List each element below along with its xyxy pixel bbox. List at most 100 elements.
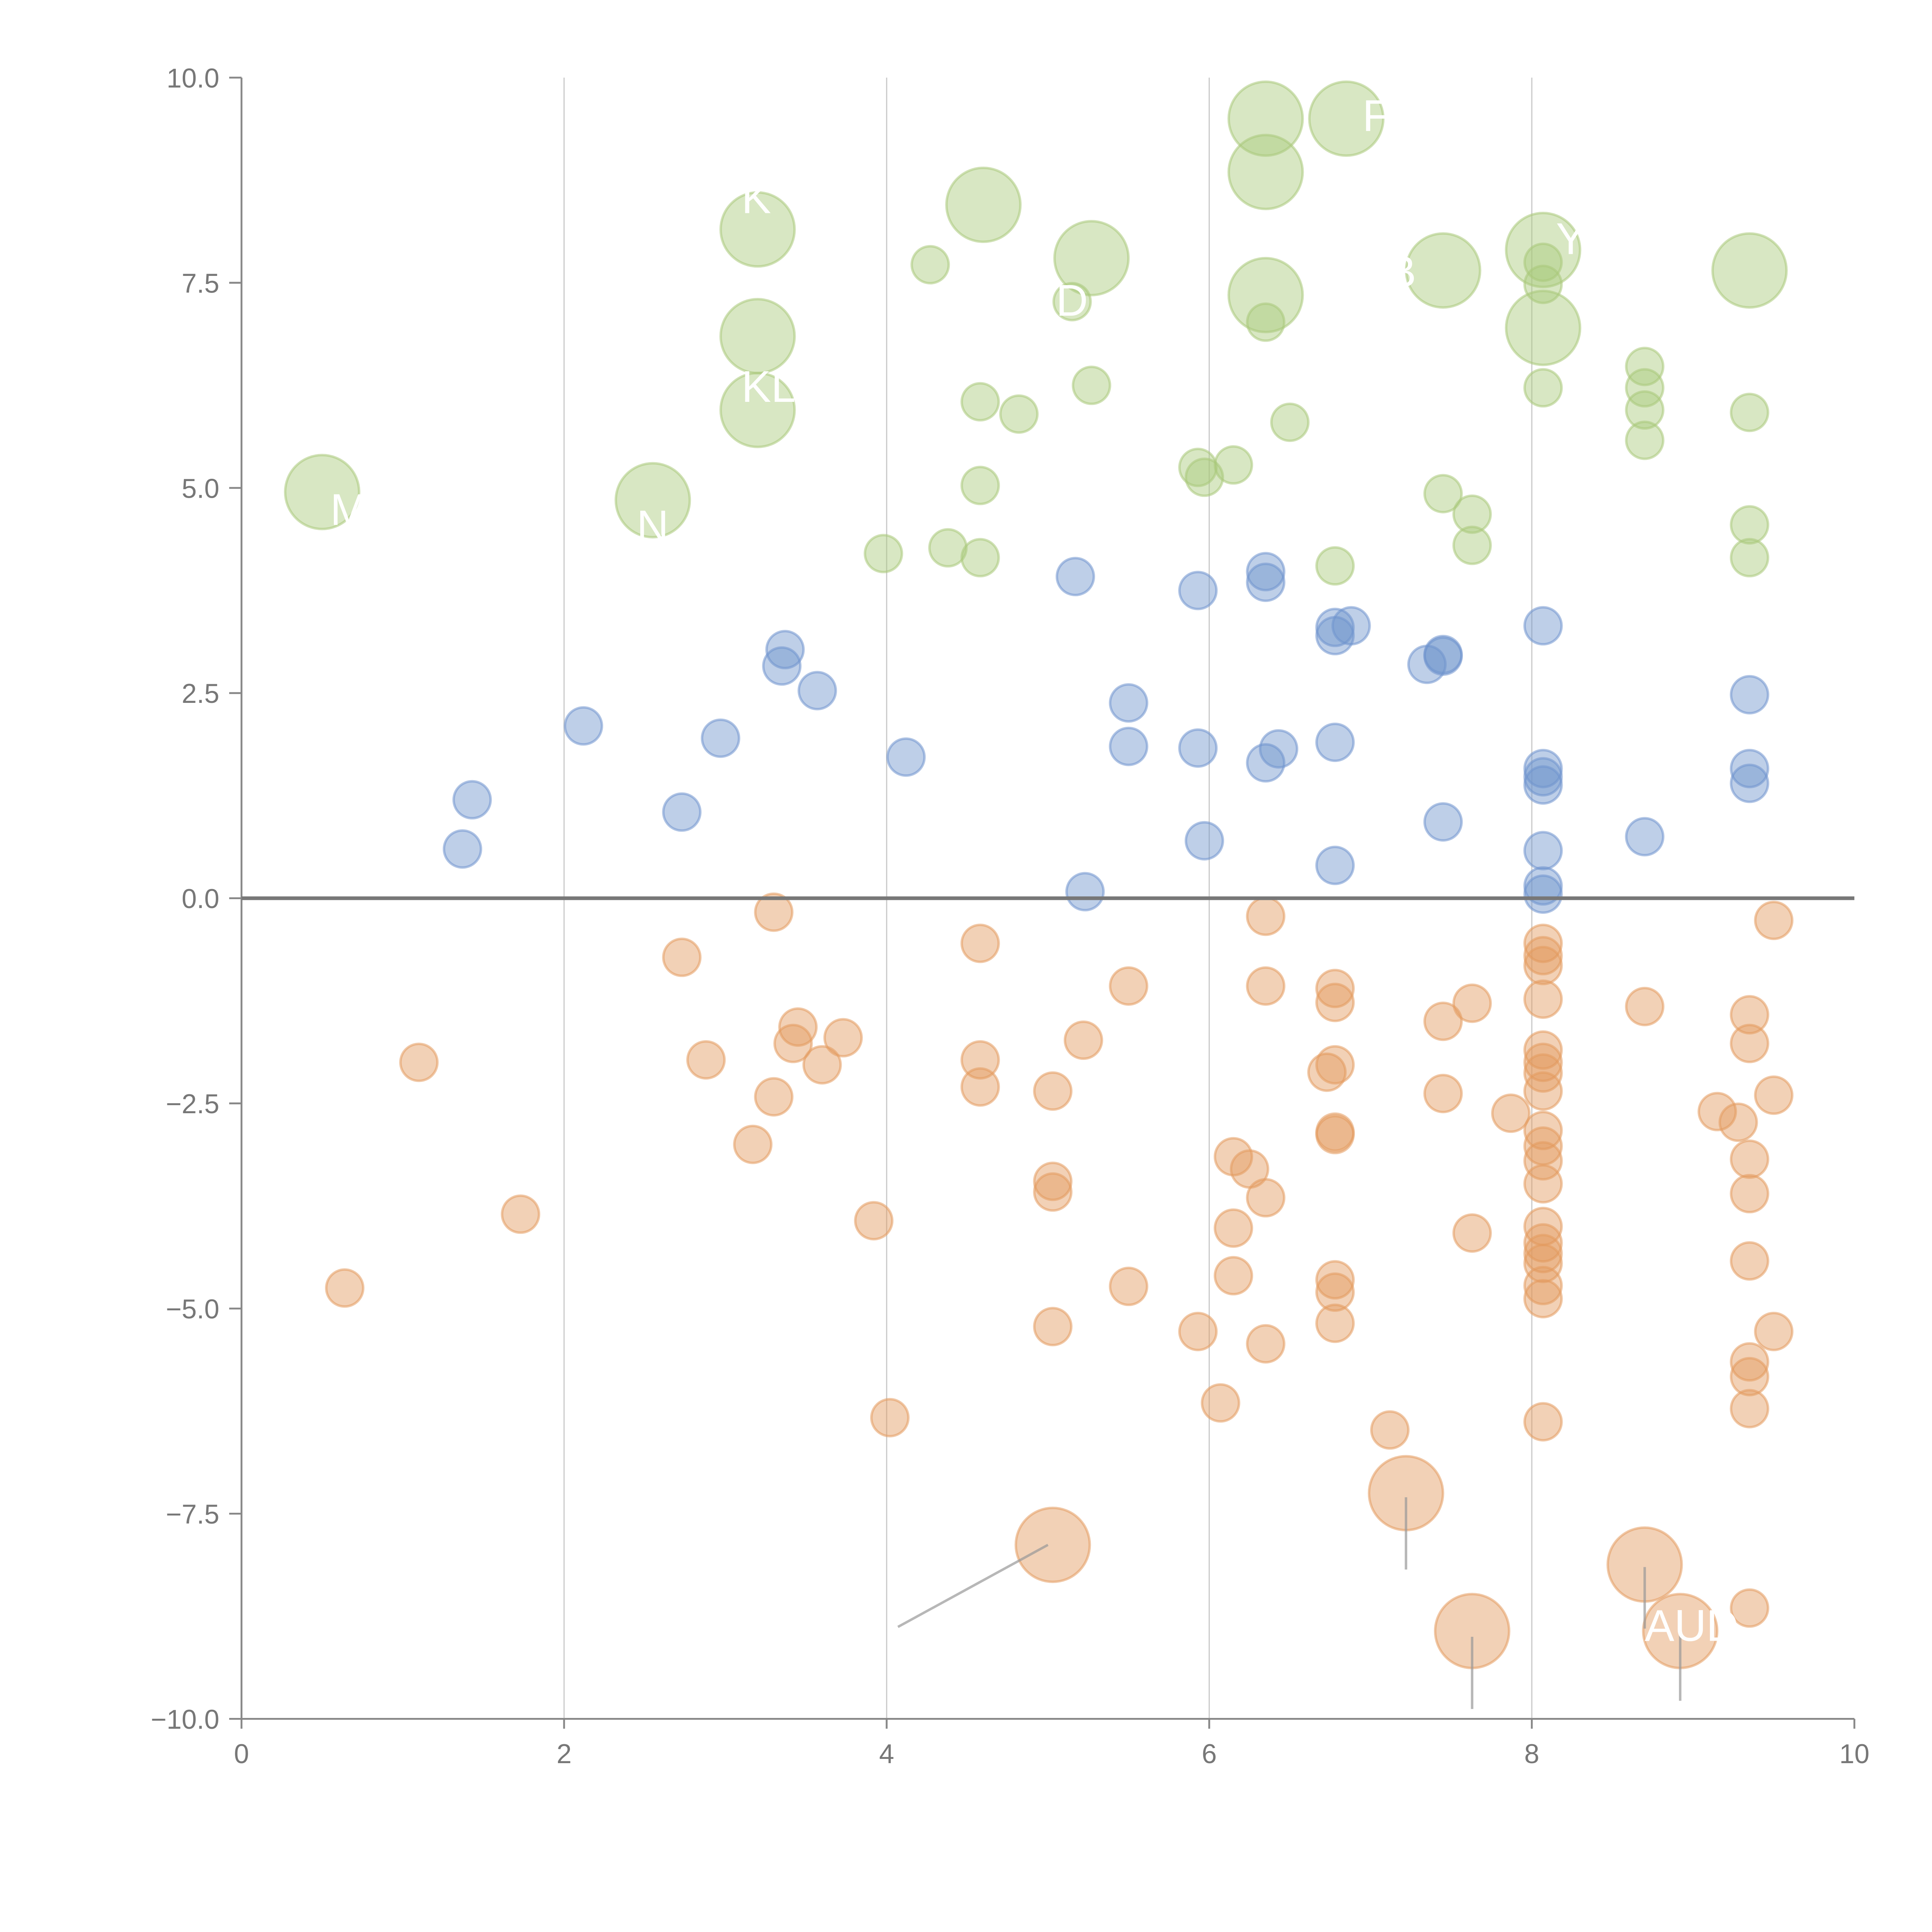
y-tick-label: −2.5 [166, 1088, 219, 1119]
bubble-green [1625, 368, 1665, 408]
y-tick-label: 10.0 [167, 63, 219, 93]
bubble-label: N [637, 502, 669, 551]
bubble-label: M [330, 485, 367, 534]
bubble-orange [1423, 1002, 1463, 1041]
y-tick-label: −7.5 [166, 1499, 219, 1529]
bubble-blue [701, 718, 740, 758]
bubble-green [1227, 134, 1304, 210]
bubble-orange [1063, 1020, 1103, 1060]
bubble-orange [1523, 1164, 1563, 1204]
bubble-orange [1246, 1178, 1286, 1218]
bubble-green [945, 167, 1022, 243]
bubble-blue [1055, 557, 1095, 597]
bubble-orange [1754, 900, 1794, 940]
bubble-green [1730, 393, 1769, 432]
y-tick-label: 5.0 [182, 473, 219, 503]
bubble-orange [1214, 1137, 1253, 1177]
bubble-orange [1315, 1112, 1355, 1152]
bubble-orange [1246, 966, 1286, 1006]
bubble-label: KL [742, 362, 796, 412]
bubble-orange [1315, 1272, 1355, 1312]
bubble-label: AUD [1645, 1601, 1738, 1651]
bubble-orange [1523, 936, 1563, 976]
bubble-blue [1730, 764, 1769, 803]
bubble-green [999, 394, 1039, 434]
bubble-orange [1730, 1588, 1769, 1628]
bubble-blue [1065, 872, 1105, 912]
bubble-blue [1730, 749, 1769, 789]
x-tick-label: 6 [1202, 1738, 1217, 1769]
bubble-green [1730, 505, 1769, 545]
bubble-green [1405, 232, 1481, 309]
bubble-orange [1246, 1324, 1286, 1364]
bubble-orange [854, 1201, 894, 1241]
bubble-orange [1109, 966, 1148, 1006]
bubble-orange [773, 1024, 813, 1063]
bubble-blue [762, 646, 802, 686]
bubble-orange [960, 1040, 1000, 1080]
bubble-blue [1178, 728, 1218, 768]
bubble-orange [1315, 983, 1355, 1022]
bubble-orange [1178, 1311, 1218, 1351]
bubble-green [1227, 80, 1304, 157]
bubble-green [1730, 538, 1769, 578]
bubble-blue [765, 630, 805, 670]
y-tick-label: −5.0 [166, 1294, 219, 1324]
bubble-orange [1697, 1092, 1737, 1131]
bubble-green [928, 528, 968, 568]
bubble-blue [886, 737, 926, 777]
bubble-green [1071, 366, 1111, 405]
bubbles [284, 80, 1794, 1669]
bubble-orange [1315, 1260, 1355, 1300]
bubble-label: D [1056, 276, 1088, 325]
bubble-green [719, 372, 796, 448]
x-tick-label: 2 [556, 1738, 571, 1769]
y-tick-label: 0.0 [182, 883, 219, 914]
bubble-blue [1523, 866, 1563, 906]
bubble-orange [1491, 1094, 1531, 1133]
bubble-green [1308, 80, 1385, 157]
bubble-label: K [742, 173, 771, 223]
bubble-green [1214, 445, 1253, 485]
bubble-orange [1523, 1402, 1563, 1442]
bubble-blue [1315, 723, 1355, 762]
bubble-orange [1452, 1213, 1492, 1253]
bubble-blue [1184, 821, 1224, 861]
bubble-green [1523, 368, 1563, 408]
bubble-green [284, 454, 361, 531]
bubble-green [1625, 420, 1665, 460]
bubble-orange [1033, 1172, 1073, 1212]
bubble-blue [452, 780, 492, 820]
bubble-orange [1109, 1267, 1148, 1306]
bubble-blue [1246, 552, 1286, 592]
bubble-orange [1523, 1265, 1563, 1306]
bubble-orange [1523, 946, 1563, 985]
bubble-orange [1730, 1389, 1769, 1429]
bubble-orange [1315, 1045, 1355, 1085]
bubble-green [1625, 390, 1665, 430]
bubble-orange [325, 1268, 365, 1308]
bubble-orange [960, 1067, 1000, 1107]
bubble-blue [1423, 636, 1463, 676]
leader-lines [897, 1497, 1682, 1709]
bubble-green [960, 382, 1000, 422]
bubble-orange [1730, 1139, 1769, 1179]
x-tick-label: 0 [234, 1738, 249, 1769]
bubble-blue [1246, 562, 1286, 602]
bubble-orange [960, 923, 1000, 963]
bubble-orange [1033, 1162, 1073, 1201]
bubble-blue [1109, 683, 1148, 723]
bubble-green [1452, 494, 1492, 534]
bubble-orange [1246, 896, 1286, 936]
bubble-orange [1730, 1024, 1769, 1063]
bubble-orange [1315, 969, 1355, 1009]
bubble-orange [1423, 1074, 1463, 1114]
bubble-orange [1201, 1383, 1240, 1423]
bubble-blue [1730, 675, 1769, 714]
bubble-blue [1178, 571, 1218, 611]
bubble-orange [1523, 1030, 1563, 1070]
axes: 0 2 4 6 8 10 10.0 7.5 5.0 2.5 0.0 −2.5 −5.0 −7.5 −10.0 [151, 63, 1869, 1769]
bubble-blue [662, 792, 702, 832]
bubble-orange [662, 937, 702, 977]
